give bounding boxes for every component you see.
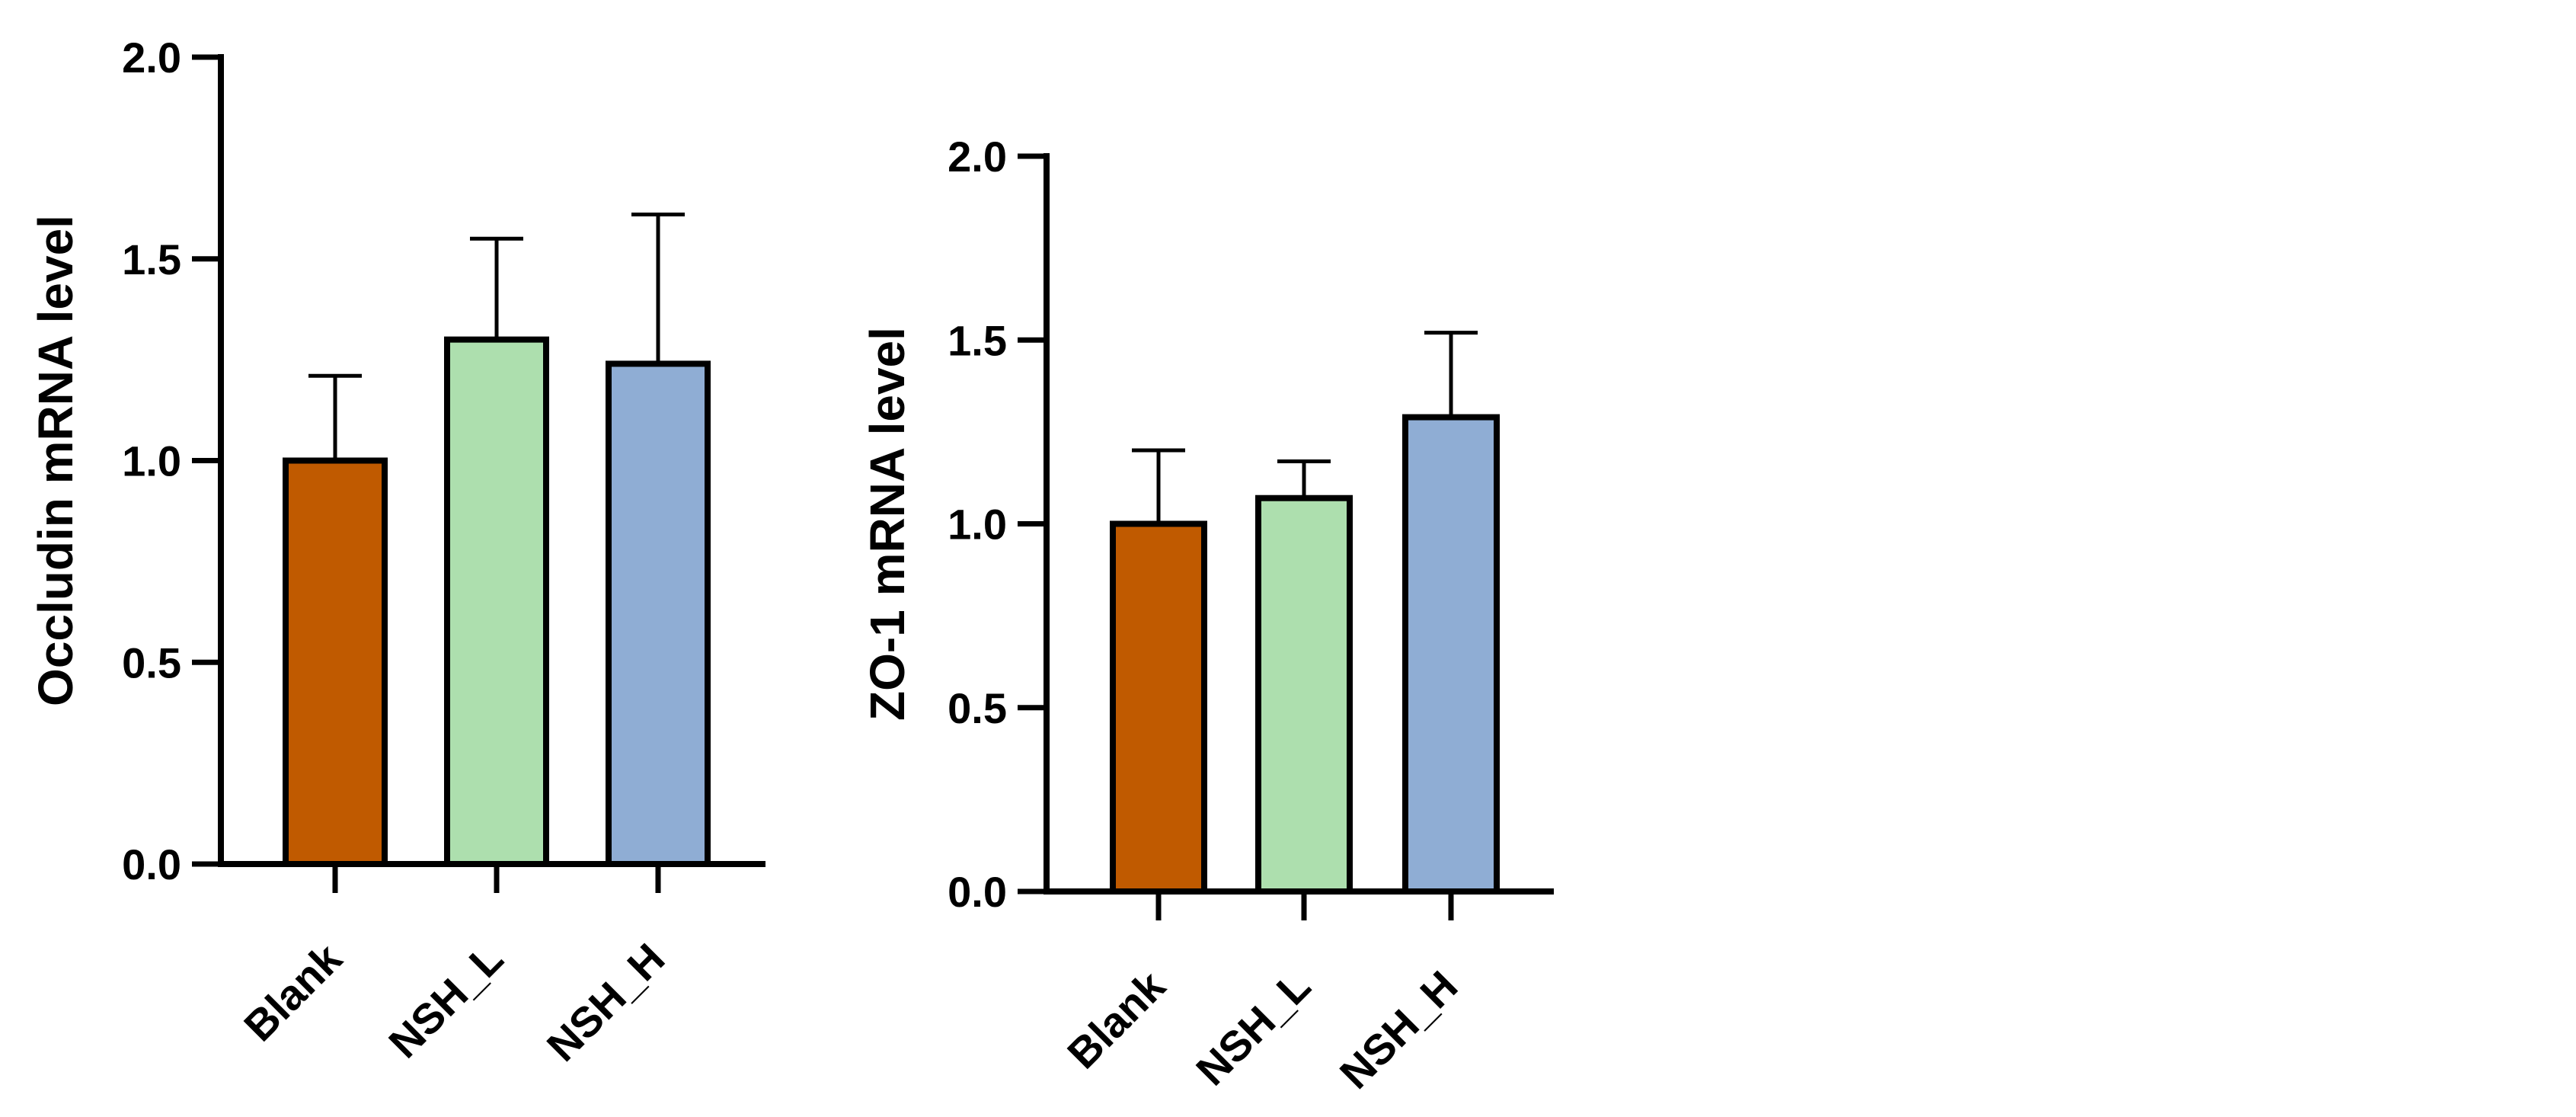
x-category-label: NSH_L xyxy=(1187,962,1319,1094)
y-tick-label: 0.5 xyxy=(948,684,1007,732)
y-tick-label: 1.5 xyxy=(122,235,181,283)
y-tick-label: 0.0 xyxy=(122,840,181,888)
bar-nsh-l xyxy=(444,336,549,867)
x-category-label: NSH_L xyxy=(379,934,512,1067)
bar-nsh-h xyxy=(606,360,711,868)
y-axis-title: Occludin mRNA level xyxy=(28,215,83,706)
y-tick-label: 0.0 xyxy=(948,868,1007,916)
x-category-label: NSH_H xyxy=(1331,962,1467,1098)
bar-nsh-h xyxy=(1402,414,1500,895)
y-tick-label: 0.5 xyxy=(122,639,181,687)
x-category-label: Blank xyxy=(1058,961,1175,1077)
bar-blank xyxy=(283,457,388,867)
y-tick-label: 1.5 xyxy=(948,316,1007,364)
y-tick-label: 2.0 xyxy=(948,133,1007,181)
y-axis-title: ZO-1 mRNA level xyxy=(860,327,915,721)
bar-blank xyxy=(1110,520,1207,895)
zo1-chart: 0.0 0.5 1.0 1.5 2.0 Blank NSH_L NSH_H ZO-1 mRNA … xyxy=(860,133,1554,1098)
x-category-label: Blank xyxy=(235,933,351,1050)
x-category-label: NSH_H xyxy=(538,934,674,1071)
y-tick-label: 2.0 xyxy=(122,34,181,82)
occludin-chart: 0.0 0.5 1.0 1.5 2.0 Blank NSH_L NSH_H Occludin m… xyxy=(28,34,765,1071)
y-tick-label: 1.0 xyxy=(948,501,1007,549)
y-tick-label: 1.0 xyxy=(122,437,181,485)
bar-nsh-l xyxy=(1255,494,1353,895)
